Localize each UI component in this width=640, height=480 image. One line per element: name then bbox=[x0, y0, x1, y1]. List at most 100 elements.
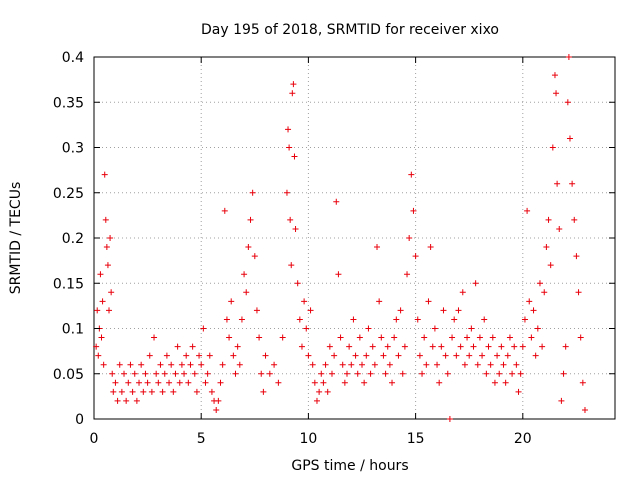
data-point bbox=[136, 379, 143, 386]
data-point bbox=[414, 316, 421, 323]
data-point bbox=[551, 72, 558, 79]
data-point bbox=[238, 316, 245, 323]
data-point bbox=[455, 307, 462, 314]
data-point bbox=[425, 298, 432, 305]
data-point bbox=[133, 397, 140, 404]
grid-lines bbox=[94, 57, 615, 419]
data-point bbox=[511, 343, 518, 350]
data-point bbox=[125, 379, 132, 386]
data-point bbox=[449, 334, 456, 341]
data-point bbox=[219, 361, 226, 368]
data-point bbox=[198, 361, 205, 368]
data-point bbox=[395, 352, 402, 359]
data-point bbox=[262, 352, 269, 359]
data-point bbox=[543, 244, 550, 251]
data-point bbox=[532, 352, 539, 359]
data-point bbox=[193, 388, 200, 395]
data-point bbox=[558, 397, 565, 404]
data-point bbox=[253, 307, 260, 314]
data-point bbox=[94, 307, 101, 314]
data-point bbox=[348, 361, 355, 368]
x-tick-label: 0 bbox=[90, 431, 99, 447]
data-point bbox=[498, 343, 505, 350]
data-point bbox=[228, 298, 235, 305]
data-point bbox=[457, 343, 464, 350]
data-point bbox=[324, 388, 331, 395]
data-point bbox=[108, 289, 115, 296]
data-point bbox=[275, 379, 282, 386]
data-point bbox=[369, 343, 376, 350]
data-point bbox=[221, 207, 228, 214]
data-point bbox=[571, 216, 578, 223]
data-point bbox=[352, 352, 359, 359]
data-point bbox=[296, 316, 303, 323]
data-point bbox=[174, 343, 181, 350]
x-tick-label: 15 bbox=[407, 431, 425, 447]
data-point bbox=[406, 235, 413, 241]
data-point bbox=[534, 325, 541, 332]
data-point bbox=[101, 171, 108, 178]
data-point bbox=[333, 198, 340, 205]
data-point bbox=[236, 361, 243, 368]
data-point bbox=[247, 216, 254, 223]
data-point bbox=[146, 352, 153, 359]
data-point bbox=[241, 271, 248, 278]
data-point bbox=[545, 216, 552, 223]
y-tick-label: 0.35 bbox=[53, 95, 84, 111]
y-tick-label: 0.2 bbox=[62, 231, 84, 247]
data-points bbox=[93, 54, 588, 422]
data-point bbox=[292, 225, 299, 232]
data-point bbox=[444, 370, 451, 377]
data-point bbox=[479, 352, 486, 359]
data-point bbox=[206, 352, 213, 359]
data-point bbox=[464, 334, 471, 341]
data-point bbox=[118, 388, 125, 395]
data-point bbox=[153, 370, 160, 377]
data-point bbox=[389, 379, 396, 386]
data-point bbox=[144, 379, 151, 386]
data-point bbox=[491, 379, 498, 386]
data-point bbox=[519, 343, 526, 350]
data-point bbox=[521, 316, 528, 323]
data-point bbox=[288, 262, 295, 269]
data-point bbox=[161, 370, 168, 377]
data-point bbox=[249, 189, 256, 196]
data-point bbox=[489, 334, 496, 341]
data-point bbox=[560, 370, 567, 377]
data-point bbox=[226, 334, 233, 341]
data-point bbox=[474, 361, 481, 368]
data-point bbox=[213, 406, 220, 413]
data-point bbox=[121, 370, 128, 377]
data-point bbox=[178, 361, 185, 368]
data-point bbox=[468, 325, 475, 332]
data-point bbox=[335, 271, 342, 278]
data-point bbox=[131, 370, 138, 377]
data-point bbox=[393, 316, 400, 323]
y-tick-label: 0.3 bbox=[62, 141, 84, 157]
data-point bbox=[191, 370, 198, 377]
data-point bbox=[472, 280, 479, 287]
data-point bbox=[285, 126, 292, 133]
data-point bbox=[287, 216, 294, 223]
data-point bbox=[466, 352, 473, 359]
data-point bbox=[208, 388, 215, 395]
data-point bbox=[365, 325, 372, 332]
data-point bbox=[112, 379, 119, 386]
data-point bbox=[309, 361, 316, 368]
data-point bbox=[142, 370, 149, 377]
data-point bbox=[316, 388, 323, 395]
data-point bbox=[232, 370, 239, 377]
data-point bbox=[183, 352, 190, 359]
data-point bbox=[404, 271, 411, 278]
data-point bbox=[289, 90, 296, 97]
data-point bbox=[446, 416, 453, 422]
data-point bbox=[168, 361, 175, 368]
data-point bbox=[245, 244, 252, 251]
data-point bbox=[320, 379, 327, 386]
data-point bbox=[367, 370, 374, 377]
data-point bbox=[416, 352, 423, 359]
data-point bbox=[98, 334, 105, 341]
data-point bbox=[566, 135, 573, 142]
data-point bbox=[243, 289, 250, 296]
data-point bbox=[200, 325, 207, 332]
